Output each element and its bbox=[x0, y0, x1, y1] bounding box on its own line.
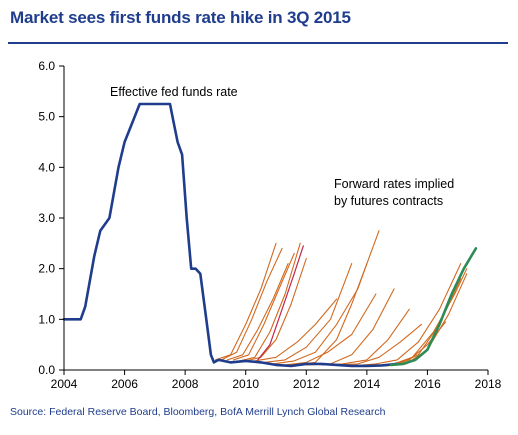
axes-layer bbox=[63, 66, 488, 371]
highlighted-forward-curve-line bbox=[257, 245, 304, 361]
ticks-layer: 0.0 1.0 2.0 3.0 4.0 5.0 6.0 2004 2006 2008 2010 201… bbox=[38, 59, 501, 391]
forward-rate-line-3 bbox=[226, 263, 289, 361]
y-tick-label: 3.0 bbox=[38, 211, 55, 225]
forward-rate-line-6 bbox=[245, 257, 307, 362]
forward-rate-line-2 bbox=[220, 247, 283, 361]
y-tick-label: 6.0 bbox=[38, 59, 55, 73]
annotation-forward-rates-line1: Forward rates implied bbox=[334, 177, 454, 191]
y-tick-label: 1.0 bbox=[38, 312, 55, 326]
source-note: Source: Federal Reserve Board, Bloomberg… bbox=[10, 406, 386, 418]
forward-rate-line-7 bbox=[254, 298, 338, 362]
x-tick-label: 2016 bbox=[414, 377, 441, 391]
y-tick-label: 4.0 bbox=[38, 160, 55, 174]
forward-rate-line-11 bbox=[293, 230, 380, 366]
y-tick-label: 5.0 bbox=[38, 110, 55, 124]
forward-rate-line-14 bbox=[336, 323, 422, 366]
x-tick-label: 2014 bbox=[354, 377, 381, 391]
forward-rate-line-12 bbox=[305, 288, 395, 366]
y-tick-label: 0.0 bbox=[38, 363, 55, 377]
x-tick-label: 2018 bbox=[475, 377, 502, 391]
x-tick-label: 2008 bbox=[172, 377, 199, 391]
effective-fed-funds-line bbox=[62, 102, 399, 368]
x-tick-label: 2012 bbox=[293, 377, 320, 391]
series-layer bbox=[62, 102, 478, 368]
y-tick-label: 2.0 bbox=[38, 262, 55, 276]
x-tick-label: 2004 bbox=[51, 377, 78, 391]
forward-rate-line-13 bbox=[320, 308, 410, 366]
annotation-forward-rates-line2: by futures contracts bbox=[334, 194, 443, 208]
forward-rate-line-4 bbox=[233, 252, 295, 361]
forward-rate-line-1 bbox=[214, 242, 277, 361]
line-chart: 0.0 1.0 2.0 3.0 4.0 5.0 6.0 2004 2006 2008 2010 201… bbox=[38, 59, 501, 391]
latest-forward-curve-line bbox=[389, 247, 478, 367]
annotation-effective-fed-funds: Effective fed funds rate bbox=[110, 85, 238, 99]
title-underline bbox=[8, 42, 508, 44]
forward-rate-line-8 bbox=[263, 263, 353, 363]
chart-title: Market sees first funds rate hike in 3Q … bbox=[10, 8, 351, 27]
forward-rate-line-15 bbox=[351, 263, 462, 367]
x-tick-label: 2006 bbox=[111, 377, 138, 391]
forward-rate-line-10 bbox=[284, 293, 377, 366]
x-tick-label: 2010 bbox=[232, 377, 259, 391]
forward-rate-line-5 bbox=[239, 242, 301, 362]
annotation-layer: Effective fed funds rate Forward rates i… bbox=[110, 85, 454, 208]
